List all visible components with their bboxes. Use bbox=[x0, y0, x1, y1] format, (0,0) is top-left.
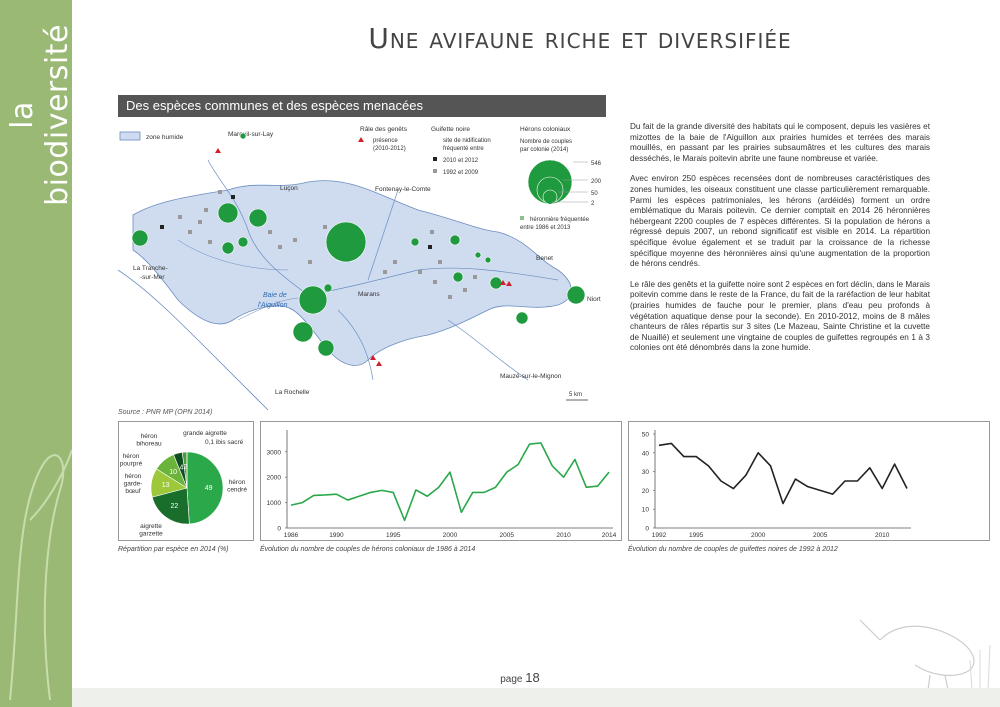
y-tick-label: 40 bbox=[642, 450, 650, 457]
y-tick-label: 2000 bbox=[267, 475, 282, 482]
marsh-zone bbox=[132, 180, 572, 366]
x-tick-label: 1992 bbox=[652, 532, 667, 539]
svg-text:-sur-Mer: -sur-Mer bbox=[140, 274, 165, 281]
place-rochelle: La Rochelle bbox=[275, 389, 310, 396]
guifette-sites bbox=[178, 190, 477, 299]
rale-genets-sites bbox=[215, 148, 512, 366]
legend-herons-title: Hérons coloniaux bbox=[520, 126, 571, 133]
series-line bbox=[658, 442, 908, 505]
svg-text:2010 et 2012: 2010 et 2012 bbox=[443, 158, 479, 164]
svg-text:présence: présence bbox=[373, 138, 398, 144]
x-tick-label: 2005 bbox=[500, 532, 515, 539]
pie-value-label: 49 bbox=[205, 485, 213, 492]
y-tick-label: 30 bbox=[642, 469, 650, 476]
x-tick-label: 1986 bbox=[284, 532, 299, 539]
heron-colonies bbox=[131, 132, 586, 357]
map: zone humide Râle des genêts présence (20… bbox=[118, 120, 608, 410]
pie-category-label: grande aigrette bbox=[183, 430, 227, 437]
legend-zone: zone humide bbox=[146, 134, 184, 141]
page-title: Une avifaune riche et diversifiée bbox=[368, 22, 792, 55]
scale-bar: 5 km bbox=[569, 392, 582, 398]
pie-chart-panel: 49 héron cendré 22 aigrette garzette 13 héron ga… bbox=[118, 421, 254, 541]
heron-outline-illustration bbox=[9, 449, 72, 701]
body-paragraph: Du fait de la grande diversité des habit… bbox=[630, 122, 930, 163]
y-tick-label: 20 bbox=[642, 488, 650, 495]
legend-genets-title: Râle des genêts bbox=[360, 126, 408, 133]
x-tick-label: 2000 bbox=[751, 532, 766, 539]
pie-category-label: héron pourpré bbox=[120, 453, 143, 468]
herons-chart-panel: 0 1000 2000 3000 1986 1990 1995 2000 2005 2010 201… bbox=[260, 421, 622, 541]
pie-value-label: 10 bbox=[169, 469, 177, 476]
x-tick-label: 2014 bbox=[602, 532, 617, 539]
side-label: la biodiversité bbox=[5, 24, 75, 206]
place-baie: Baie de bbox=[263, 292, 287, 299]
guifettes-chart-panel: 0 10 20 30 40 50 1992 1995 2000 2005 2010 bbox=[628, 421, 990, 541]
svg-text:2: 2 bbox=[591, 201, 595, 207]
svg-text:(2010-2012): (2010-2012) bbox=[373, 146, 406, 152]
svg-text:546: 546 bbox=[591, 161, 602, 167]
body-paragraph: Avec environ 250 espèces recensées dont … bbox=[630, 174, 930, 269]
svg-text:site de nidification: site de nidification bbox=[443, 138, 491, 144]
place-lucon: Luçon bbox=[280, 185, 298, 192]
y-tick-label: 3000 bbox=[267, 449, 282, 456]
x-tick-label: 2005 bbox=[813, 532, 828, 539]
place-tranche: La Tranche- bbox=[133, 265, 168, 272]
guifettes-line-chart: 0 10 20 30 40 50 1992 1995 2000 2005 2010 bbox=[642, 430, 911, 539]
pie-value-label: 2 bbox=[184, 464, 188, 471]
place-benet: Benet bbox=[536, 255, 553, 262]
series-line bbox=[290, 442, 610, 522]
x-tick-label: 2010 bbox=[556, 532, 571, 539]
herons-line-chart: 0 1000 2000 3000 1986 1990 1995 2000 2005 2010 201… bbox=[267, 430, 617, 539]
pie-category-label: 0,1 ibis sacré bbox=[205, 439, 244, 446]
pie-category-label: héron bihoreau bbox=[136, 433, 162, 448]
pie-slice bbox=[151, 487, 190, 525]
svg-text:1992 et 2009: 1992 et 2009 bbox=[443, 170, 479, 176]
legend-guif-title: Guifette noire bbox=[431, 126, 470, 133]
herons-caption: Évolution du nombre de couples de hérons… bbox=[260, 546, 476, 553]
bird-illustration bbox=[860, 619, 991, 690]
svg-text:fréquenté entre: fréquenté entre bbox=[443, 146, 484, 152]
y-tick-label: 0 bbox=[277, 526, 281, 533]
map-source: Source : PNR MP (OPN 2014) bbox=[118, 409, 213, 416]
place-fontenay: Fontenay-le-Comte bbox=[375, 186, 431, 193]
pie-caption: Répartition par espèce en 2014 (%) bbox=[118, 546, 229, 553]
x-tick-label: 2000 bbox=[443, 532, 458, 539]
svg-text:Nombre de couples: Nombre de couples bbox=[520, 139, 572, 145]
svg-text:50: 50 bbox=[591, 191, 598, 197]
y-tick-label: 0 bbox=[645, 526, 649, 533]
pie-category-label: héron garde-bœuf bbox=[124, 473, 143, 495]
pie-category-label: aigrette garzette bbox=[139, 523, 163, 538]
place-mareuil: Mareuil-sur-Lay bbox=[228, 131, 274, 138]
pie-value-label: 13 bbox=[162, 482, 170, 489]
pie-value-label: 4 bbox=[180, 465, 184, 472]
place-mauze: Mauzé-sur-le-Mignon bbox=[500, 373, 562, 380]
side-band: la biodiversité bbox=[0, 0, 75, 707]
svg-text:héronnière fréquentée: héronnière fréquentée bbox=[530, 217, 590, 223]
x-tick-label: 1995 bbox=[689, 532, 704, 539]
pie-slice bbox=[186, 451, 224, 525]
svg-text:200: 200 bbox=[591, 179, 602, 185]
place-niort: Niort bbox=[587, 296, 601, 303]
page-number: page 18 bbox=[500, 670, 540, 685]
place-marans: Marans bbox=[358, 291, 380, 298]
pie-chart: 49 héron cendré 22 aigrette garzette 13 héron ga… bbox=[120, 430, 248, 538]
guifettes-caption: Évolution du nombre de couples de guifet… bbox=[628, 546, 838, 553]
pie-category-label: héron cendré bbox=[227, 479, 247, 494]
y-tick-label: 1000 bbox=[267, 500, 282, 507]
svg-text:par colonie (2014): par colonie (2014) bbox=[520, 147, 568, 153]
x-tick-label: 1995 bbox=[386, 532, 401, 539]
svg-text:l'Aiguillon: l'Aiguillon bbox=[258, 302, 287, 309]
x-tick-label: 2010 bbox=[875, 532, 890, 539]
body-paragraph: Le râle des genêts et la guifette noire … bbox=[630, 279, 930, 353]
body-text: Du fait de la grande diversité des habit… bbox=[630, 122, 930, 364]
x-tick-label: 1990 bbox=[329, 532, 344, 539]
y-tick-label: 50 bbox=[642, 432, 650, 439]
bottom-band bbox=[72, 688, 1000, 707]
y-tick-label: 10 bbox=[642, 507, 650, 514]
section-title: Des espèces communes et des espèces mena… bbox=[118, 95, 606, 117]
svg-text:entre 1986 et 2013: entre 1986 et 2013 bbox=[520, 225, 571, 231]
pie-value-label: 22 bbox=[170, 503, 178, 510]
